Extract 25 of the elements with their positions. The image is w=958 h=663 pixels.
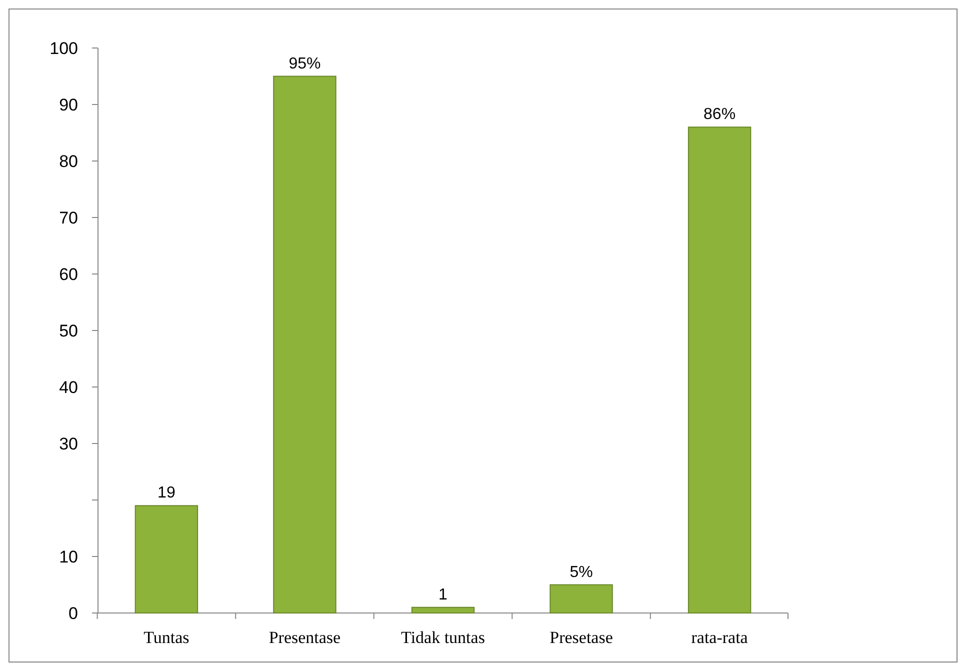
y-tick-label: 40 [59,378,78,397]
y-tick-label: 90 [59,95,78,114]
bar [411,606,475,614]
data-label: 1 [438,586,448,604]
data-label: 95% [288,55,321,72]
y-tick-label: 10 [59,547,78,566]
y-tick-label: 80 [59,152,78,171]
bar [688,126,752,614]
data-label: 5% [570,564,593,581]
y-tick-label: 50 [59,321,78,340]
bar [273,76,336,614]
y-tick-label: 30 [59,434,78,454]
x-tick-label: Tuntas [144,628,190,647]
y-tick-label: 70 [59,208,78,228]
data-label: 19 [158,484,176,502]
x-tick-label: Tidak tuntas [401,628,485,647]
x-tick-label: rata-rata [691,628,748,647]
x-tick-label: Presentase [268,628,341,647]
y-tick-label: 60 [59,264,78,284]
data-label: 86% [704,106,736,124]
x-tick-label: Presetase [550,628,613,647]
y-tick-label: 0 [68,604,78,623]
y-tick-label: 100 [50,38,78,58]
bar [550,584,613,614]
bar [134,505,198,614]
